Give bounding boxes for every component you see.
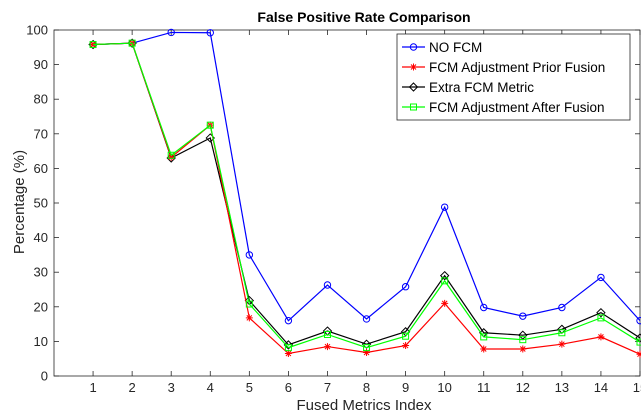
data-point-fcm-adjustment-after-fusion: [245, 300, 253, 308]
data-point-no-fcm: [401, 283, 410, 291]
x-tick-label: 7: [324, 380, 331, 395]
legend-marker-no-fcm: [409, 43, 418, 51]
legend-box: [396, 33, 631, 121]
y-tick-label: 50: [34, 196, 48, 211]
data-point-fcm-adjustment-after-fusion: [519, 336, 527, 344]
data-point-fcm-adjustment-prior-fusion: [363, 348, 371, 356]
x-tick-label: 12: [516, 380, 530, 395]
chart-title: False Positive Rate Comparison: [257, 9, 470, 25]
legend-marker-extra-fcm-metric: [408, 82, 419, 92]
data-point-no-fcm: [323, 281, 332, 289]
y-tick-label: 0: [41, 369, 48, 384]
data-point-fcm-adjustment-prior-fusion: [519, 345, 527, 353]
data-point-fcm-adjustment-after-fusion: [597, 314, 605, 322]
x-tick-label: 13: [555, 380, 569, 395]
data-point-fcm-adjustment-prior-fusion: [480, 345, 488, 353]
data-point-fcm-adjustment-prior-fusion: [597, 333, 605, 341]
x-tick-label: 2: [129, 380, 136, 395]
data-point-fcm-adjustment-prior-fusion: [402, 342, 410, 350]
x-tick-label: 8: [363, 380, 370, 395]
x-axis-label: Fused Metrics Index: [296, 397, 432, 414]
data-point-fcm-adjustment-after-fusion: [167, 151, 175, 159]
x-tick-label: 9: [402, 380, 409, 395]
data-point-extra-fcm-metric: [439, 270, 450, 281]
data-point-fcm-adjustment-after-fusion: [128, 39, 136, 47]
y-tick-label: 20: [34, 299, 48, 314]
legend-label-extra-fcm-metric: Extra FCM Metric: [429, 80, 534, 95]
data-point-fcm-adjustment-after-fusion: [636, 338, 641, 346]
data-point-fcm-adjustment-after-fusion: [558, 329, 566, 337]
x-tick-label: 5: [246, 380, 253, 395]
data-point-no-fcm: [480, 303, 488, 312]
x-tick-label: 10: [437, 380, 451, 395]
y-tick-label: 80: [34, 92, 48, 107]
x-tick-label: 3: [168, 380, 175, 395]
data-point-no-fcm: [440, 203, 449, 211]
data-point-fcm-adjustment-after-fusion: [441, 277, 449, 285]
data-point-fcm-adjustment-prior-fusion: [636, 350, 641, 358]
data-point-fcm-adjustment-after-fusion: [206, 121, 214, 129]
y-tick-label: 90: [34, 57, 48, 72]
y-tick-label: 100: [26, 23, 48, 38]
data-point-no-fcm: [636, 316, 641, 325]
data-point-fcm-adjustment-prior-fusion: [167, 153, 175, 161]
x-tick-label: 4: [207, 380, 214, 395]
y-tick-label: 60: [34, 161, 48, 176]
x-tick-label: 15: [633, 380, 641, 395]
y-tick-label: 70: [34, 126, 48, 141]
data-point-no-fcm: [558, 303, 566, 312]
y-tick-label: 40: [34, 230, 48, 245]
data-point-fcm-adjustment-after-fusion: [284, 344, 292, 352]
data-point-fcm-adjustment-after-fusion: [363, 344, 371, 352]
y-axis-label: Percentage (%): [11, 150, 28, 254]
data-point-extra-fcm-metric: [283, 340, 294, 350]
x-tick-label: 11: [477, 380, 491, 395]
data-point-fcm-adjustment-prior-fusion: [323, 343, 331, 351]
y-tick-label: 30: [34, 265, 48, 280]
legend-label-fcm-adjustment-prior-fusion: FCM Adjustment Prior Fusion: [429, 60, 605, 75]
data-point-extra-fcm-metric: [596, 307, 606, 318]
legend-marker-fcm-adjustment-after-fusion: [410, 103, 417, 111]
data-point-no-fcm: [206, 29, 214, 37]
data-point-fcm-adjustment-prior-fusion: [245, 314, 253, 322]
y-tick-label: 10: [34, 334, 48, 349]
data-point-fcm-adjustment-prior-fusion: [558, 340, 566, 348]
data-point-fcm-adjustment-after-fusion: [89, 41, 97, 49]
data-point-fcm-adjustment-prior-fusion: [441, 299, 449, 307]
data-point-no-fcm: [245, 251, 254, 259]
data-point-fcm-adjustment-after-fusion: [323, 330, 331, 338]
legend: NO FCM FCM Adjustment Prior Fusion Extra F…: [396, 33, 631, 121]
x-tick-label: 6: [285, 380, 292, 395]
x-tick-label: 14: [594, 380, 608, 395]
data-point-no-fcm: [519, 312, 527, 320]
data-point-no-fcm: [597, 273, 605, 282]
series-line-no-fcm: [93, 31, 641, 322]
x-tick-label: 1: [89, 380, 96, 395]
data-point-fcm-adjustment-prior-fusion: [284, 350, 292, 358]
data-point-no-fcm: [284, 316, 293, 325]
legend-marker-fcm-adjustment-prior-fusion: [410, 63, 417, 71]
legend-label-fcm-adjustment-after-fusion: FCM Adjustment After Fusion: [429, 100, 605, 115]
series-line-fcm-adjustment-after-fusion: [93, 42, 641, 349]
data-point-no-fcm: [167, 28, 175, 37]
data-point-fcm-adjustment-after-fusion: [480, 333, 488, 341]
data-point-fcm-adjustment-after-fusion: [402, 332, 410, 340]
legend-label-no-fcm: NO FCM: [429, 40, 482, 55]
data-point-no-fcm: [362, 315, 371, 323]
